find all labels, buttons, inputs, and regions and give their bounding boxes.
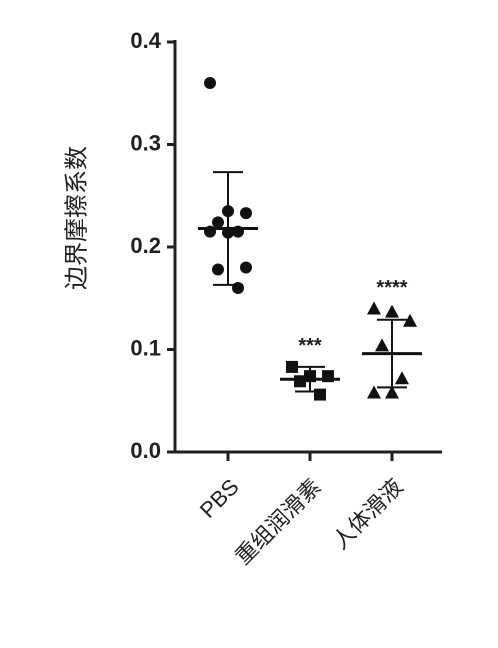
data-point <box>367 385 381 399</box>
y-tick-label: 0.4 <box>130 28 161 53</box>
data-point <box>385 385 399 399</box>
data-point <box>286 360 298 373</box>
x-tick-label: 重组润滑素 <box>230 474 325 569</box>
data-point <box>232 282 244 294</box>
y-tick-label: 0.3 <box>130 130 161 155</box>
data-point <box>240 207 252 220</box>
data-point <box>240 261 252 274</box>
data-point <box>367 301 381 315</box>
data-point <box>212 216 224 229</box>
data-point <box>395 371 409 385</box>
y-tick-label: 0.1 <box>130 335 161 360</box>
data-point <box>212 263 224 276</box>
significance-label: *** <box>298 335 322 357</box>
y-axis-label: 边界摩擦系数 <box>63 146 90 290</box>
data-point <box>403 313 417 327</box>
data-point <box>385 304 399 318</box>
x-tick-label: 人体滑液 <box>328 474 408 554</box>
data-point <box>314 388 326 401</box>
data-point <box>204 77 216 89</box>
data-point <box>294 375 306 388</box>
y-tick-label: 0.2 <box>130 233 161 258</box>
significance-label: **** <box>376 277 407 299</box>
x-tick-label: PBS <box>195 474 244 523</box>
y-tick-label: 0.0 <box>130 438 161 463</box>
data-point <box>375 338 389 352</box>
